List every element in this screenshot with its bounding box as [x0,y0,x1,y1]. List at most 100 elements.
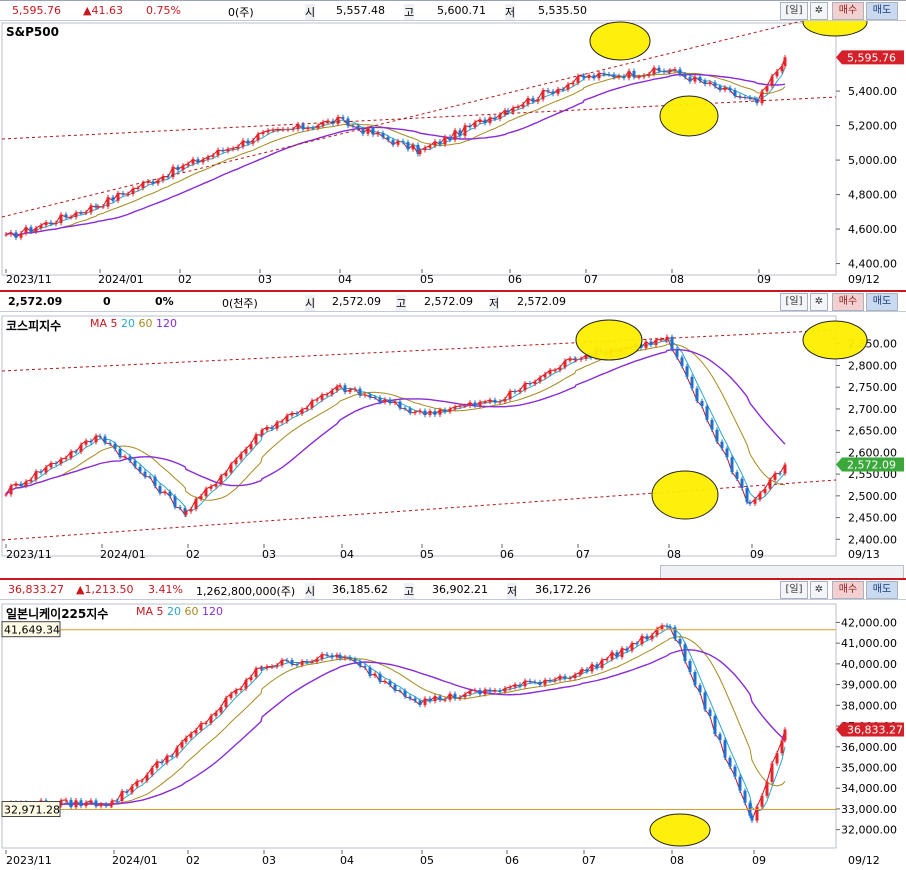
sp500-period-button[interactable]: [일] [780,2,808,20]
kospi-buy-button[interactable]: 매수 [832,293,864,311]
candle-body [630,643,634,651]
candle-body [448,408,452,412]
candle-body [260,667,264,669]
candle-body [408,696,412,699]
candle-body [498,690,502,692]
candle-body [568,358,572,361]
candle-body [216,149,220,156]
candle-body [448,693,452,700]
candle-body [678,638,682,645]
sp500-high: 5,600.71 [437,4,486,17]
candle-body [148,476,152,478]
candle-body [59,214,63,224]
candle-body [378,397,382,403]
kospi-gear-icon[interactable]: ✲ [810,293,828,311]
nikkei-sell-button[interactable]: 매도 [866,581,898,599]
candle-body [316,125,320,129]
x-tick-label: 07 [582,854,596,867]
candle-body [131,188,135,194]
candle-body [84,440,88,445]
sp500-open: 5,557.48 [336,4,385,17]
support-tag-box [1,801,61,818]
last-date-label: 09/12 [848,273,880,286]
candle-body [229,464,233,473]
candle-body [642,75,646,77]
sp500-high-label: 고 [404,4,415,20]
candle-body [239,453,243,460]
kospi-volume: 0(천주) [222,297,258,310]
kospi-sell-button[interactable]: 매도 [866,293,898,311]
candle-body [683,74,687,78]
candle-body [184,737,188,742]
candle-body [338,654,342,659]
candle-body [665,625,669,627]
candle-body [703,80,707,85]
candle-body [181,165,185,170]
nikkei-ma5-label: 5 [156,605,164,618]
sp500-buy-button[interactable]: 매수 [832,2,864,20]
candle-body [89,440,93,443]
candle-body [14,483,18,486]
upper-trend-line [1,329,837,372]
candle-body [700,400,704,407]
candle-body [320,654,324,659]
candle-body [528,680,532,682]
candle-body [597,72,601,79]
candle-body [59,459,63,464]
candle-body [438,696,442,700]
candle-body [566,84,570,90]
candle-body [234,459,238,465]
ma60-line [5,72,786,236]
candle-body [335,386,339,391]
candle-body [579,358,583,360]
nikkei-buy-button[interactable]: 매수 [832,581,864,599]
candle-body [468,690,472,695]
x-tick-label: 07 [576,548,590,561]
sp500-gear-icon[interactable]: ✲ [810,2,828,20]
sp500-sell-button[interactable]: 매도 [866,2,898,20]
candle-body [595,664,599,668]
candle-body [710,419,714,430]
candle-body [468,402,472,406]
candle-body [708,709,712,717]
candle-body [413,698,417,701]
candle-body [635,643,639,645]
x-tick-label: 06 [508,273,522,286]
candle-body [155,761,159,768]
candle-body [219,475,223,485]
candle-body [254,434,258,444]
candle-body [373,673,377,676]
kospi-pct: 0% [155,295,174,308]
kospi-scroll-toolbar[interactable] [660,565,904,579]
candle-body [755,99,759,104]
x-tick-label: 03 [262,854,276,867]
candle-body [275,422,279,429]
kospi-ma-label: MA [90,317,108,330]
nikkei-gear-icon[interactable]: ✲ [810,581,828,599]
y-tick-label: 38,000.00 [841,699,897,712]
candle-body [39,225,43,229]
candle-body [443,136,447,145]
candle-body [708,82,712,85]
candle-body [286,129,290,131]
candle-body [783,464,787,474]
candle-body [363,394,367,396]
candle-body [296,124,300,130]
nikkei-period-button[interactable]: [일] [780,581,808,599]
y-tick-label: 5,000.00 [848,154,897,167]
candle-body [358,661,362,667]
candle-body [54,463,58,465]
resistance-tag-box [1,621,61,638]
candle-body [236,146,240,149]
candle-body [665,336,669,341]
candle-body [548,680,552,682]
candle-body [366,128,370,134]
candle-body [381,132,385,138]
candle-body [650,635,654,640]
sp500-low: 5,535.50 [538,4,587,17]
sp500-volume: 0(주) [228,6,254,19]
candle-body [265,427,269,431]
candle-body [531,98,535,102]
kospi-period-button[interactable]: [일] [780,293,808,311]
candle-body [19,483,23,486]
